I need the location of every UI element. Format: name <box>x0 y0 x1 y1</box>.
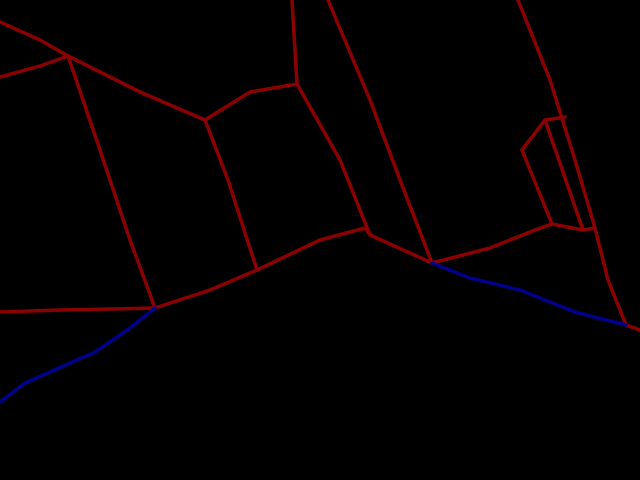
boundary-line <box>0 54 70 79</box>
boundary-line <box>0 306 157 314</box>
ground-edge-line <box>0 306 157 404</box>
boundary-line <box>203 118 259 272</box>
boundary-line <box>520 148 597 232</box>
boundary-line <box>516 0 640 332</box>
boundary-line <box>295 82 372 237</box>
boundary-line <box>0 20 70 58</box>
boundary-line <box>255 226 372 272</box>
boundary-line <box>66 54 207 122</box>
ground-edge-line <box>430 261 628 327</box>
boundary-line <box>430 222 554 265</box>
boundary-line <box>326 0 434 265</box>
boundary-line <box>520 115 567 152</box>
boundary-line <box>290 0 299 86</box>
boundary-line <box>203 82 299 122</box>
boundary-line <box>66 54 157 310</box>
boundary-line <box>368 233 434 265</box>
boundary-line <box>543 118 585 232</box>
boundary-line <box>153 268 259 310</box>
